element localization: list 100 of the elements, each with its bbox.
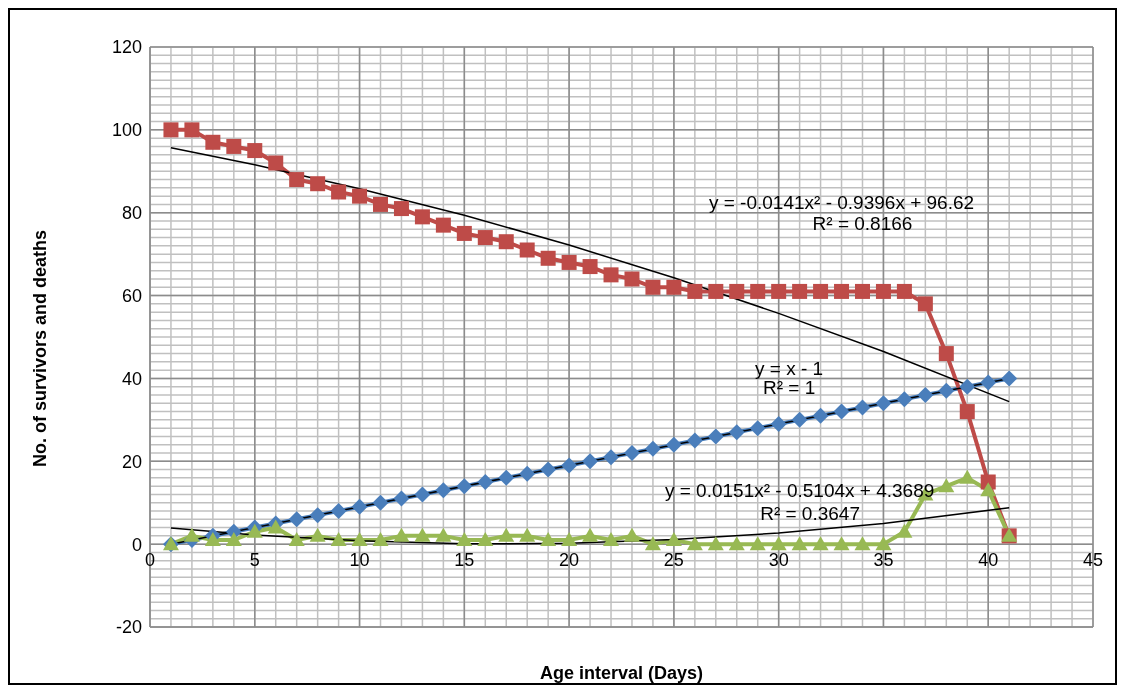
point: [163, 122, 179, 138]
point: [729, 283, 745, 299]
point: [561, 457, 578, 474]
point: [498, 234, 514, 250]
point: [813, 283, 829, 299]
point: [812, 407, 829, 424]
point: [623, 445, 640, 461]
point: [351, 498, 368, 515]
point: [519, 527, 536, 542]
point: [644, 536, 661, 551]
point: [707, 428, 724, 445]
point: [435, 527, 452, 542]
point: [456, 478, 473, 495]
point: [435, 482, 452, 499]
x-tick-label: 30: [768, 550, 789, 571]
point: [225, 532, 242, 546]
point: [414, 527, 431, 542]
point: [938, 346, 954, 362]
point: [833, 403, 850, 420]
point: [477, 474, 494, 490]
point: [540, 250, 556, 266]
point: [603, 449, 620, 466]
point: [854, 399, 871, 416]
point: [205, 134, 221, 150]
x-tick-label: 5: [249, 550, 260, 571]
x-axis-title: Age interval (Days): [539, 663, 704, 683]
point: [414, 209, 430, 225]
point: [435, 217, 451, 233]
point: [477, 532, 494, 546]
x-tick-label: 10: [349, 550, 370, 571]
x-tick-label: 35: [873, 550, 894, 571]
annotation: R² = 0.8166: [812, 213, 913, 235]
point: [707, 536, 724, 551]
point: [834, 283, 850, 299]
point: [1001, 370, 1018, 387]
x-tick-label: 15: [454, 550, 475, 571]
point: [896, 523, 913, 538]
point: [226, 138, 242, 154]
point: [791, 536, 808, 551]
point: [351, 532, 368, 546]
point: [749, 536, 766, 551]
point: [372, 494, 389, 511]
point: [645, 279, 661, 295]
point: [644, 440, 661, 457]
point: [582, 259, 598, 275]
point: [561, 532, 578, 546]
point: [373, 196, 389, 212]
point: [686, 432, 703, 449]
point: [519, 465, 536, 482]
point: [770, 416, 787, 432]
point: [310, 176, 326, 192]
point: [938, 478, 955, 493]
point: [603, 267, 619, 283]
point: [959, 378, 976, 395]
point: [393, 527, 410, 542]
point: [288, 511, 305, 528]
point: [183, 527, 200, 542]
annotation: R² = 0.3647: [760, 503, 861, 525]
point: [331, 184, 347, 200]
point: [750, 283, 766, 299]
x-tick-label: 25: [663, 550, 684, 571]
point: [666, 279, 682, 295]
point: [288, 532, 305, 546]
point: [980, 374, 997, 391]
point: [917, 296, 933, 312]
annotation: y = -0.0141x² - 0.9396x + 96.62: [708, 192, 975, 214]
point: [875, 536, 892, 551]
point: [204, 532, 221, 546]
y-tick-label: 120: [111, 37, 142, 58]
point: [687, 283, 703, 299]
point: [330, 503, 347, 519]
point: [309, 507, 326, 524]
point: [896, 283, 912, 299]
point: [352, 188, 368, 204]
y-tick-label: 40: [121, 368, 142, 389]
point: [896, 391, 913, 408]
point: [665, 532, 682, 546]
y-tick-label: 0: [131, 534, 142, 555]
point: [708, 283, 724, 299]
point: [854, 283, 870, 299]
y-tick-label: 60: [121, 285, 142, 306]
point: [309, 527, 326, 542]
y-tick-label: 20: [121, 451, 142, 472]
point: [833, 536, 850, 551]
point: [456, 225, 472, 241]
x-tick-label: 40: [978, 550, 999, 571]
point: [728, 536, 745, 551]
point: [498, 527, 515, 542]
y-tick-label: 100: [111, 120, 142, 141]
x-tick-label: 20: [559, 550, 580, 571]
point: [289, 172, 305, 188]
point: [792, 283, 808, 299]
point: [540, 461, 557, 478]
point: [791, 411, 808, 428]
point: [414, 486, 431, 503]
point: [623, 527, 640, 542]
point: [330, 532, 347, 546]
point: [540, 532, 557, 546]
point: [624, 271, 640, 287]
point: [582, 453, 599, 470]
